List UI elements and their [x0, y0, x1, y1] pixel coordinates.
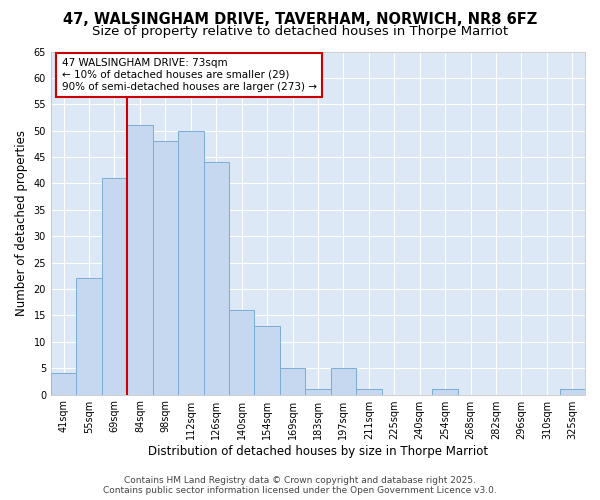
Text: Size of property relative to detached houses in Thorpe Marriot: Size of property relative to detached ho… — [92, 25, 508, 38]
Bar — [203, 162, 229, 394]
Y-axis label: Number of detached properties: Number of detached properties — [15, 130, 28, 316]
Bar — [305, 390, 331, 394]
Text: Contains HM Land Registry data © Crown copyright and database right 2025.
Contai: Contains HM Land Registry data © Crown c… — [103, 476, 497, 495]
Bar — [280, 368, 305, 394]
Bar — [102, 178, 127, 394]
Text: 47, WALSINGHAM DRIVE, TAVERHAM, NORWICH, NR8 6FZ: 47, WALSINGHAM DRIVE, TAVERHAM, NORWICH,… — [63, 12, 537, 28]
Bar — [127, 126, 152, 394]
Bar — [254, 326, 280, 394]
Bar — [331, 368, 356, 394]
Bar — [433, 390, 458, 394]
Bar — [51, 374, 76, 394]
Bar — [229, 310, 254, 394]
Bar — [560, 390, 585, 394]
X-axis label: Distribution of detached houses by size in Thorpe Marriot: Distribution of detached houses by size … — [148, 444, 488, 458]
Bar — [178, 130, 203, 394]
Bar — [152, 141, 178, 395]
Text: 47 WALSINGHAM DRIVE: 73sqm
← 10% of detached houses are smaller (29)
90% of semi: 47 WALSINGHAM DRIVE: 73sqm ← 10% of deta… — [62, 58, 317, 92]
Bar — [76, 278, 102, 394]
Bar — [356, 390, 382, 394]
